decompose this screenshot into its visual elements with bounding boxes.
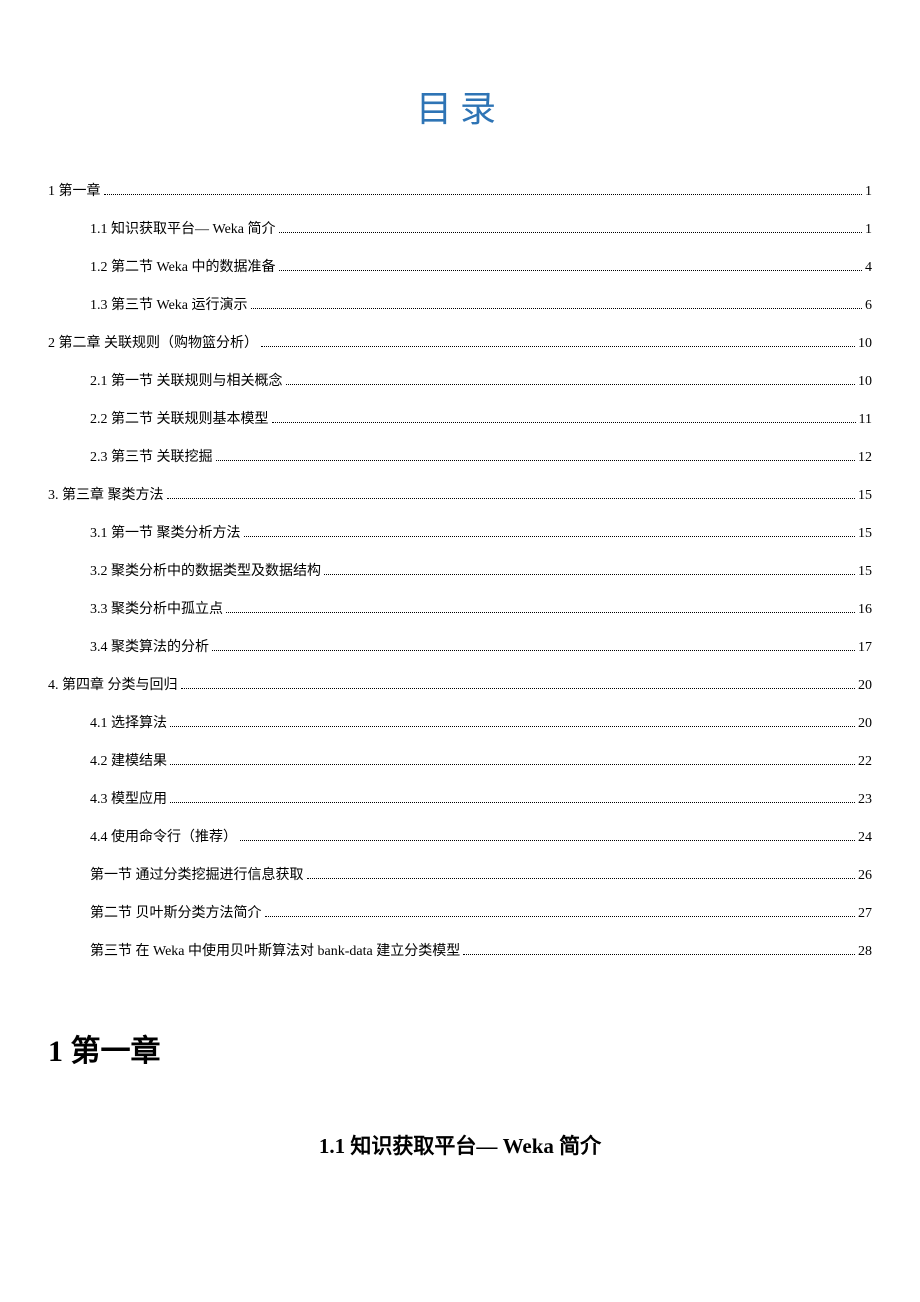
toc-entry[interactable]: 3.3 聚类分析中孤立点 16 — [90, 598, 872, 618]
toc-label: 4.4 使用命令行（推荐） — [90, 826, 237, 846]
toc-label: 4.3 模型应用 — [90, 788, 167, 808]
toc-page: 26 — [858, 868, 872, 884]
toc-page: 15 — [858, 564, 872, 580]
section-heading: 1.1 知识获取平台— Weka 简介 — [48, 1130, 872, 1160]
toc-entry[interactable]: 1.2 第二节 Weka 中的数据准备 4 — [90, 256, 872, 276]
toc-label: 2.3 第三节 关联挖掘 — [90, 446, 213, 466]
toc-leader — [181, 688, 856, 689]
toc-label: 3.4 聚类算法的分析 — [90, 636, 209, 656]
toc-leader — [244, 536, 856, 537]
toc-page: 28 — [858, 944, 872, 960]
toc-page: 1 — [865, 222, 872, 238]
toc-page: 22 — [858, 754, 872, 770]
toc-label: 1.1 知识获取平台— Weka 简介 — [90, 218, 276, 238]
toc-leader — [286, 384, 856, 385]
toc-page: 11 — [859, 412, 872, 428]
toc-entry[interactable]: 4.3 模型应用 23 — [90, 788, 872, 808]
toc-page: 15 — [858, 526, 872, 542]
toc-label: 3.3 聚类分析中孤立点 — [90, 598, 223, 618]
toc-page: 10 — [858, 374, 872, 390]
toc-entry[interactable]: 第二节 贝叶斯分类方法简介 27 — [90, 902, 872, 922]
toc-leader — [212, 650, 855, 651]
toc-entry[interactable]: 3.2 聚类分析中的数据类型及数据结构 15 — [90, 560, 872, 580]
toc-leader — [104, 194, 863, 195]
toc-page: 12 — [858, 450, 872, 466]
toc-leader — [279, 270, 862, 271]
toc-entry[interactable]: 第一节 通过分类挖掘进行信息获取 26 — [90, 864, 872, 884]
toc-leader — [307, 878, 856, 879]
toc-entry[interactable]: 2.1 第一节 关联规则与相关概念 10 — [90, 370, 872, 390]
toc-title: 目录 — [48, 80, 872, 132]
toc-entry[interactable]: 1.3 第三节 Weka 运行演示 6 — [90, 294, 872, 314]
toc-label: 2 第二章 关联规则（购物篮分析） — [48, 332, 258, 352]
toc-label: 3.2 聚类分析中的数据类型及数据结构 — [90, 560, 321, 580]
toc-entry[interactable]: 4.2 建模结果 22 — [90, 750, 872, 770]
toc-entry[interactable]: 2 第二章 关联规则（购物篮分析） 10 — [48, 332, 872, 352]
toc-leader — [279, 232, 862, 233]
toc-page: 10 — [858, 336, 872, 352]
toc-page: 4 — [865, 260, 872, 276]
toc-page: 20 — [858, 716, 872, 732]
toc-label: 1.3 第三节 Weka 运行演示 — [90, 294, 248, 314]
toc-entry[interactable]: 4. 第四章 分类与回归 20 — [48, 674, 872, 694]
toc-entry[interactable]: 4.4 使用命令行（推荐） 24 — [90, 826, 872, 846]
toc-leader — [170, 802, 855, 803]
toc-label: 第二节 贝叶斯分类方法简介 — [90, 902, 262, 922]
toc-page: 27 — [858, 906, 872, 922]
toc-page: 6 — [865, 298, 872, 314]
toc-leader — [216, 460, 856, 461]
toc-leader — [170, 726, 855, 727]
toc-leader — [251, 308, 862, 309]
toc-entry[interactable]: 3. 第三章 聚类方法 15 — [48, 484, 872, 504]
toc-entry[interactable]: 1.1 知识获取平台— Weka 简介 1 — [90, 218, 872, 238]
toc-label: 1.2 第二节 Weka 中的数据准备 — [90, 256, 276, 276]
toc-entry[interactable]: 1 第一章 1 — [48, 180, 872, 200]
toc-page: 24 — [858, 830, 872, 846]
toc-page: 1 — [865, 184, 872, 200]
toc-entry[interactable]: 2.2 第二节 关联规则基本模型 11 — [90, 408, 872, 428]
toc-label: 2.2 第二节 关联规则基本模型 — [90, 408, 269, 428]
toc-leader — [167, 498, 856, 499]
toc-leader — [265, 916, 856, 917]
toc-leader — [226, 612, 855, 613]
toc-label: 3. 第三章 聚类方法 — [48, 484, 164, 504]
toc-entry[interactable]: 4.1 选择算法 20 — [90, 712, 872, 732]
toc-label: 4.2 建模结果 — [90, 750, 167, 770]
toc-label: 1 第一章 — [48, 180, 101, 200]
toc-leader — [170, 764, 855, 765]
toc-leader — [463, 954, 855, 955]
toc-leader — [272, 422, 856, 423]
toc-label: 4. 第四章 分类与回归 — [48, 674, 178, 694]
toc-page: 20 — [858, 678, 872, 694]
toc-entry[interactable]: 第三节 在 Weka 中使用贝叶斯算法对 bank-data 建立分类模型 28 — [90, 940, 872, 960]
toc-page: 23 — [858, 792, 872, 808]
table-of-contents: 1 第一章 1 1.1 知识获取平台— Weka 简介 1 1.2 第二节 Weka… — [48, 180, 872, 960]
toc-entry[interactable]: 3.1 第一节 聚类分析方法 15 — [90, 522, 872, 542]
toc-label: 第一节 通过分类挖掘进行信息获取 — [90, 864, 304, 884]
toc-leader — [261, 346, 855, 347]
toc-entry[interactable]: 3.4 聚类算法的分析 17 — [90, 636, 872, 656]
toc-entry[interactable]: 2.3 第三节 关联挖掘 12 — [90, 446, 872, 466]
toc-leader — [324, 574, 855, 575]
toc-leader — [240, 840, 855, 841]
toc-page: 16 — [858, 602, 872, 618]
toc-page: 15 — [858, 488, 872, 504]
toc-page: 17 — [858, 640, 872, 656]
toc-label: 4.1 选择算法 — [90, 712, 167, 732]
toc-label: 2.1 第一节 关联规则与相关概念 — [90, 370, 283, 390]
toc-label: 第三节 在 Weka 中使用贝叶斯算法对 bank-data 建立分类模型 — [90, 940, 460, 960]
chapter-heading: 1 第一章 — [48, 1026, 872, 1070]
toc-label: 3.1 第一节 聚类分析方法 — [90, 522, 241, 542]
